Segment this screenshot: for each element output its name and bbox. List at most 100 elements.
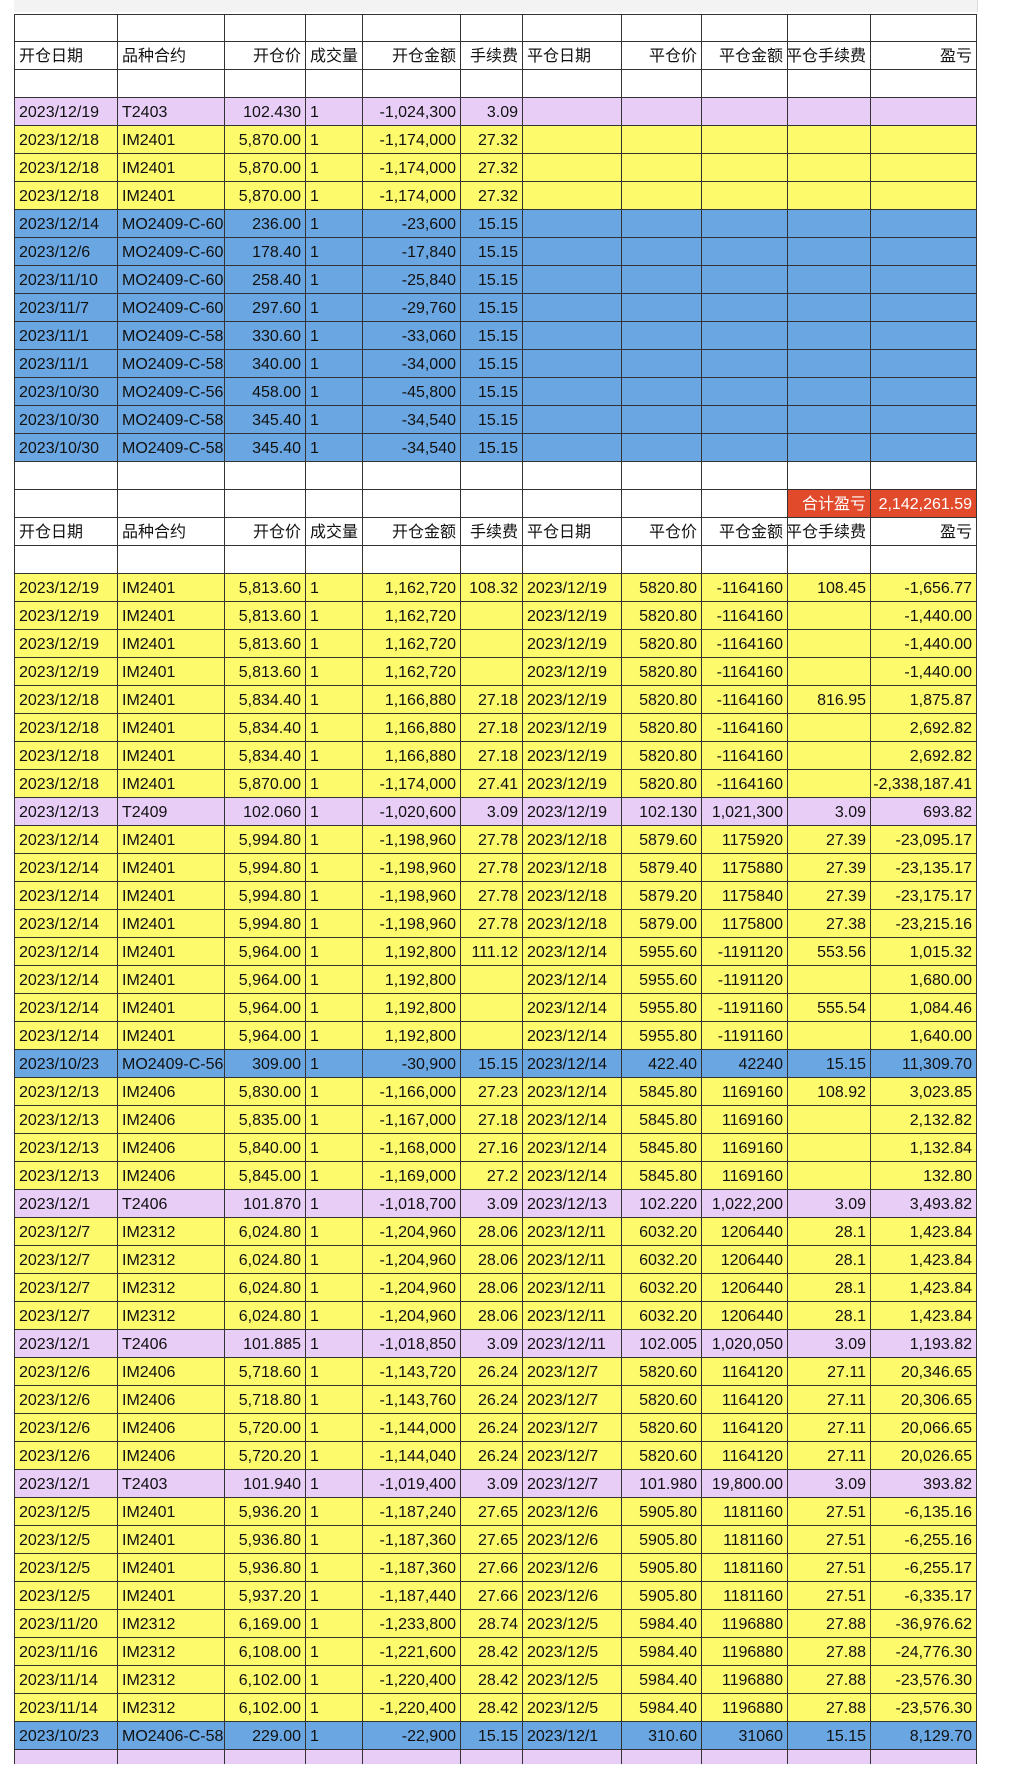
cell — [788, 210, 871, 238]
cell-text: 28.1 — [834, 1252, 866, 1269]
cell-text: IM2401 — [122, 944, 176, 961]
cell-text: 2023/12/7 — [19, 1308, 91, 1325]
cell: 1,166,880 — [363, 742, 461, 770]
cell-text: 6032.20 — [639, 1308, 697, 1325]
cell: 2023/11/16 — [14, 1638, 118, 1666]
cell: -1164160 — [702, 574, 788, 602]
cell-text: IM2401 — [122, 1028, 176, 1045]
cell: 2023/12/18 — [523, 910, 622, 938]
cell: -1,020,600 — [363, 798, 461, 826]
cell — [14, 462, 118, 490]
cell: -1,187,240 — [363, 1498, 461, 1526]
cell: 1169160 — [702, 1106, 788, 1134]
cell: 2023/12/11 — [523, 1218, 622, 1246]
cell: 5845.80 — [622, 1134, 702, 1162]
cell-text: 5955.80 — [639, 1000, 697, 1017]
cell-text: -1,204,960 — [379, 1308, 456, 1325]
cell: 6,024.80 — [225, 1274, 306, 1302]
cell: 3.09 — [788, 1190, 871, 1218]
cell-text: 3,493.82 — [909, 1196, 972, 1213]
cell-text: 15.15 — [477, 356, 518, 373]
cell-text: IM2312 — [122, 1616, 176, 1633]
cell — [622, 406, 702, 434]
cell: 1,162,720 — [363, 658, 461, 686]
cell: 2023/12/14 — [523, 1134, 622, 1162]
cell-text: 6032.20 — [639, 1252, 697, 1269]
cell-text: 1206440 — [720, 1280, 783, 1297]
cell-text: -25,840 — [401, 272, 456, 289]
cell — [702, 490, 788, 518]
cell: IM2401 — [118, 854, 225, 882]
cell-text: 2023/12/1 — [19, 1196, 91, 1213]
cell — [523, 350, 622, 378]
cell: 1 — [306, 266, 363, 294]
cell: -1,019,400 — [363, 1470, 461, 1498]
cell-text: 1,166,880 — [384, 720, 456, 737]
cell — [622, 1750, 702, 1764]
cell-text: 132.80 — [923, 1168, 972, 1185]
cell — [363, 546, 461, 574]
cell: 1 — [306, 378, 363, 406]
cell — [118, 462, 225, 490]
cell-text: 2023/12/14 — [19, 860, 100, 877]
cell-text: 1,015.32 — [909, 944, 972, 961]
cell: IM2401 — [118, 742, 225, 770]
cell-text: 1 — [310, 664, 319, 681]
cell — [702, 406, 788, 434]
cell: 816.95 — [788, 686, 871, 714]
cell: 5,830.00 — [225, 1078, 306, 1106]
cell: -2,338,187.41 — [871, 770, 977, 798]
cell: 2023/12/6 — [523, 1582, 622, 1610]
cell: 2023/12/7 — [14, 1274, 118, 1302]
cell: 5820.80 — [622, 714, 702, 742]
cell-text: 15.15 — [477, 300, 518, 317]
cell: 1 — [306, 1414, 363, 1442]
cell: -1,166,000 — [363, 1078, 461, 1106]
cell: IM2401 — [118, 994, 225, 1022]
cell-text: 27.39 — [825, 860, 866, 877]
cell-text: -34,540 — [401, 412, 456, 429]
cell: MO2409-C-58 — [118, 434, 225, 462]
cell: 5820.80 — [622, 574, 702, 602]
cell: 28.06 — [461, 1218, 523, 1246]
cell: 6,108.00 — [225, 1638, 306, 1666]
cell: 1 — [306, 322, 363, 350]
cell: -1,198,960 — [363, 854, 461, 882]
cell — [788, 294, 871, 322]
cell-text: 1 — [310, 104, 319, 121]
cell: 5820.80 — [622, 770, 702, 798]
cell: 1 — [306, 1162, 363, 1190]
cell: 2023/10/23 — [14, 1722, 118, 1750]
cell: 5820.80 — [622, 742, 702, 770]
cell-text: 盈亏 — [939, 524, 972, 541]
cell — [306, 490, 363, 518]
cell: 1 — [306, 350, 363, 378]
cell-text: 2023/12/13 — [19, 1084, 100, 1101]
cell — [788, 126, 871, 154]
cell-text: 1 — [310, 1112, 319, 1129]
cell: -1164160 — [702, 742, 788, 770]
cell: 1,015.32 — [871, 938, 977, 966]
cell-text: -23,175.17 — [895, 888, 972, 905]
cell-text: 27.65 — [477, 1504, 518, 1521]
cell: 310.60 — [622, 1722, 702, 1750]
cell-text: 3.09 — [486, 1336, 518, 1353]
cell — [622, 70, 702, 98]
cell: 31060 — [702, 1722, 788, 1750]
cell — [702, 350, 788, 378]
cell-text: 5955.60 — [639, 972, 697, 989]
cell-text: 1 — [310, 132, 319, 149]
cell: 28.1 — [788, 1302, 871, 1330]
cell-text: MO2409-C-58 — [122, 440, 224, 457]
cell: 1 — [306, 1694, 363, 1722]
cell: 101.940 — [225, 1470, 306, 1498]
cell-text: 2023/11/10 — [19, 272, 98, 289]
cell — [702, 378, 788, 406]
cell: IM2401 — [118, 714, 225, 742]
cell: 5879.40 — [622, 854, 702, 882]
cell-text: 5820.80 — [639, 720, 697, 737]
cell — [363, 14, 461, 42]
cell: 2,692.82 — [871, 742, 977, 770]
cell-text: 1169160 — [721, 1112, 783, 1129]
